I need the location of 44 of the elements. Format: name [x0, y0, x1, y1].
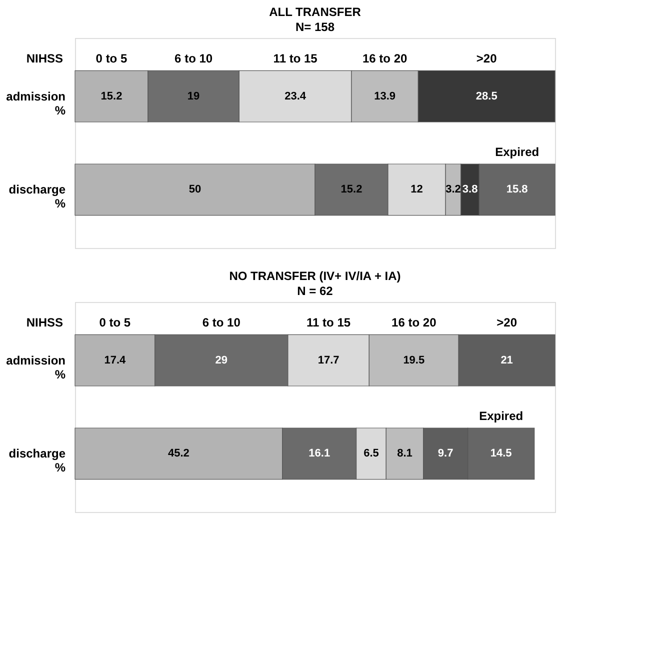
- data-label: 3.8: [462, 184, 478, 196]
- data-label: 21: [500, 354, 513, 366]
- y-tick-label: discharge %: [8, 446, 66, 475]
- data-label: 16.1: [308, 448, 330, 460]
- legend-title: NIHSS: [26, 316, 63, 330]
- series-label: 11 to 15: [273, 52, 318, 66]
- legend-title: NIHSS: [26, 52, 63, 66]
- series-label: Expired: [479, 409, 524, 423]
- data-label: 14.5: [490, 448, 512, 460]
- series-label: Expired: [495, 145, 540, 159]
- data-label: 13.9: [374, 90, 396, 102]
- chart-subtitle: N= 158: [295, 20, 335, 34]
- y-tick-label: admission %: [6, 89, 66, 118]
- series-label: 6 to 10: [202, 316, 241, 330]
- data-label: 17.4: [104, 354, 127, 366]
- series-label: 16 to 20: [362, 52, 408, 66]
- series-label: 0 to 5: [99, 316, 131, 330]
- data-label: 3.2: [446, 184, 461, 196]
- series-label: >20: [496, 316, 518, 330]
- data-label: 45.2: [168, 448, 190, 460]
- series-label: 0 to 5: [96, 52, 128, 66]
- data-label: 8.1: [397, 448, 412, 460]
- series-label: 6 to 10: [174, 52, 213, 66]
- data-label: 29: [215, 354, 228, 366]
- data-label: 15.2: [340, 184, 362, 196]
- data-label: 15.8: [506, 184, 528, 196]
- chart-title: NO TRANSFER (IV+ IV/IA + IA): [229, 269, 401, 283]
- data-label: 17.7: [318, 354, 340, 366]
- series-label: 16 to 20: [392, 316, 437, 330]
- data-label: 19.5: [403, 354, 425, 366]
- series-label: >20: [476, 52, 498, 66]
- series-label: 11 to 15: [306, 316, 351, 330]
- y-tick-label: admission %: [6, 353, 66, 382]
- data-label: 19: [187, 90, 200, 102]
- data-label: 23.4: [284, 90, 307, 102]
- data-label: 28.5: [476, 90, 498, 102]
- data-label: 12: [410, 184, 423, 196]
- chart-title: ALL TRANSFER: [269, 5, 362, 19]
- chart-subtitle: N = 62: [297, 284, 334, 298]
- data-label: 15.2: [100, 90, 122, 102]
- data-label: 6.5: [364, 448, 379, 460]
- data-label: 50: [188, 184, 202, 196]
- y-tick-label: discharge %: [8, 182, 66, 211]
- data-label: 9.7: [438, 448, 454, 460]
